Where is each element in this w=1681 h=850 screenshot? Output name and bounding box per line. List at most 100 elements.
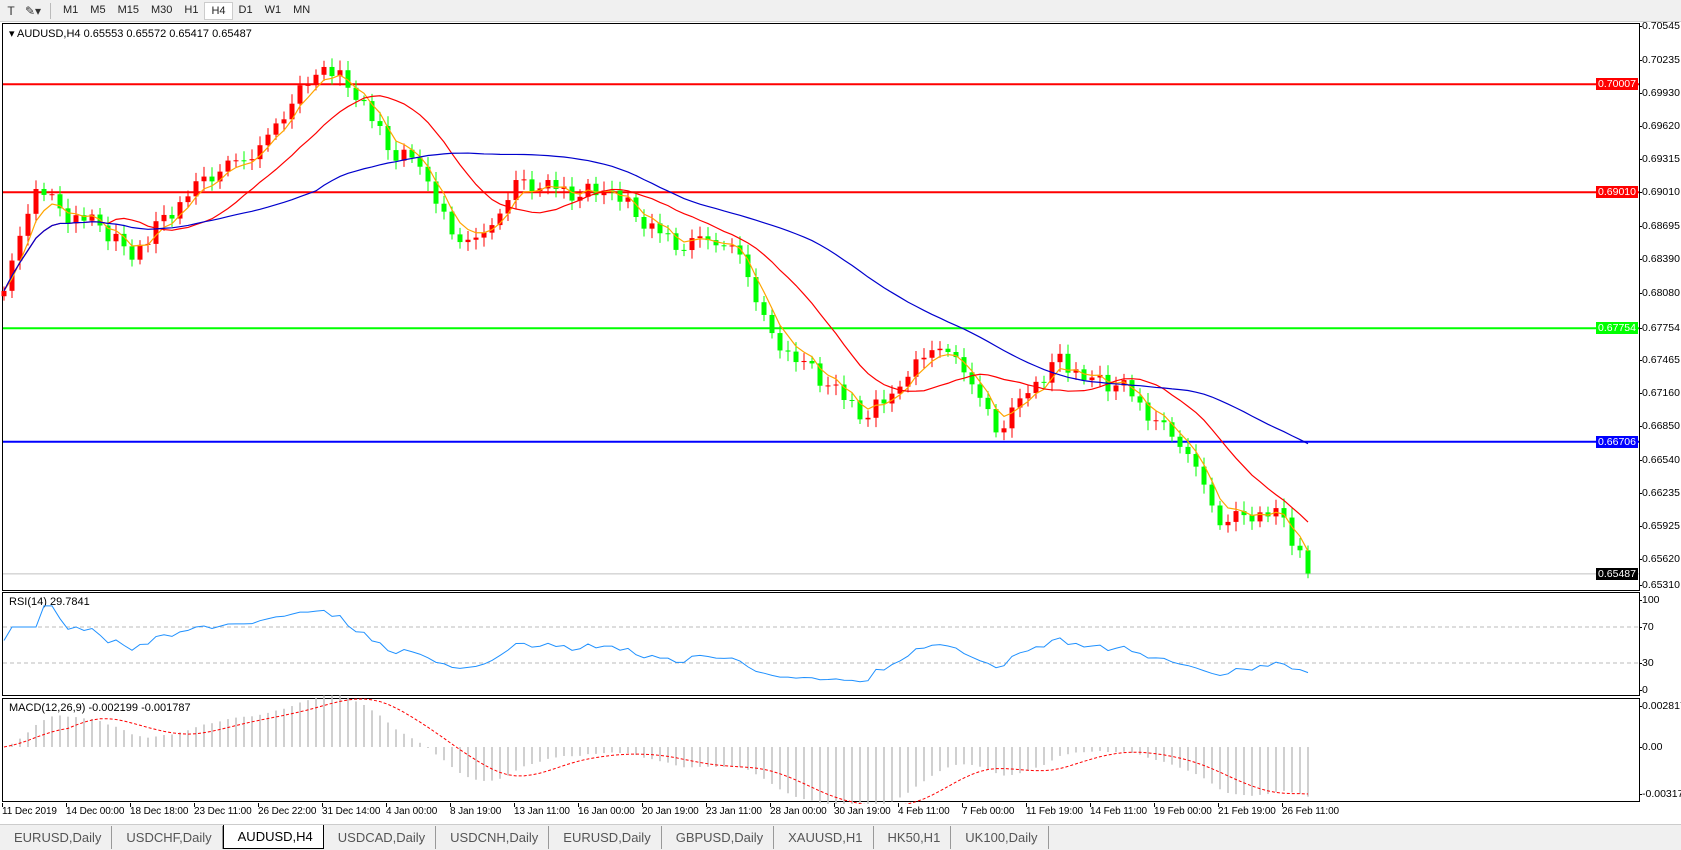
candle-body	[1193, 454, 1199, 467]
candle	[785, 340, 791, 362]
candle	[25, 204, 31, 246]
medium-ma-line	[3, 95, 1309, 523]
candle-body	[1201, 466, 1207, 485]
price-tick-label: 0.66235	[1639, 486, 1680, 499]
candle-body	[1265, 512, 1271, 517]
candle	[209, 167, 215, 191]
candle	[825, 376, 831, 395]
candle-body	[929, 350, 935, 358]
candle	[201, 166, 207, 191]
candle	[849, 393, 855, 408]
timeframe-d1[interactable]: D1	[238, 3, 253, 16]
tab-xauusd-h1[interactable]: XAUUSD,H1	[774, 826, 874, 849]
candle-body	[209, 176, 215, 182]
tab-usdchf-daily[interactable]: USDCHF,Daily	[112, 826, 223, 849]
timeframe-h1[interactable]: H1	[184, 3, 199, 16]
tab-eurusd-daily[interactable]: EURUSD,Daily	[549, 826, 662, 849]
candle-body	[457, 234, 463, 243]
price-tick-label: 0.68695	[1639, 220, 1680, 233]
timeframe-m1[interactable]: M1	[63, 3, 79, 16]
tab-audusd-h4[interactable]: AUDUSD,H4	[222, 825, 324, 849]
slow-ma-line	[3, 152, 1309, 445]
price-axis[interactable]: 0.70545 0.70235 0.69930 0.69620 0.69315 0.690…	[1638, 20, 1681, 804]
candle	[545, 174, 551, 195]
candle	[1001, 420, 1007, 441]
candle-body	[993, 409, 999, 433]
candle-body	[769, 314, 775, 334]
candle-body	[385, 125, 391, 151]
timeframe-w1[interactable]: W1	[264, 3, 282, 16]
candle-body	[1081, 369, 1087, 381]
timeframe-mn[interactable]: MN	[293, 3, 311, 16]
candle-body	[1033, 381, 1039, 394]
time-axis[interactable]: 11 Dec 2019 14 Dec 00:00 18 Dec 18:00 23 De…	[0, 803, 1640, 822]
candle-body	[105, 225, 111, 242]
candle-body	[305, 84, 311, 86]
candle	[697, 226, 703, 248]
candle-body	[873, 399, 879, 418]
timeframe-m5[interactable]: M5	[90, 3, 106, 16]
candle	[1065, 344, 1071, 382]
price-tick-label: 0.69010	[1639, 186, 1680, 199]
tab-uk100-daily[interactable]: UK100,Daily	[951, 826, 1049, 849]
candle-body	[473, 237, 479, 240]
candle-body	[353, 87, 359, 100]
candle-body	[561, 186, 567, 190]
candle	[281, 111, 287, 132]
candle	[881, 389, 887, 414]
candle	[385, 116, 391, 160]
timeframe-h4[interactable]: H4	[204, 1, 233, 20]
macd-label: MACD(12,26,9) -0.002199 -0.001787	[9, 702, 191, 714]
candle	[801, 353, 807, 370]
macd-panel[interactable]: MACD(12,26,9) -0.002199 -0.001787	[2, 698, 1640, 802]
candle-body	[401, 149, 407, 161]
candle	[497, 208, 503, 230]
chart-toolbar: T ✎▾ M1 M5 M15 M30 H1 H4 D1 W1 MN	[0, 0, 1681, 22]
chart-canvas	[1, 58, 1639, 804]
candle	[569, 177, 575, 210]
price-tick-label: 0.69620	[1639, 120, 1680, 133]
candle	[81, 207, 87, 229]
time-tick-label: 23 Jan 11:00	[706, 803, 762, 817]
tab-eurusd-daily[interactable]: EURUSD,Daily	[0, 826, 113, 849]
symbol-ohlc-label: ▾ AUDUSD,H4 0.65553 0.65572 0.65417 0.65…	[9, 28, 252, 40]
candle-body	[201, 176, 207, 182]
chart-tabs: EURUSD,Daily USDCHF,Daily AUDUSD,H4 USDCAD,…	[0, 824, 1681, 850]
candle-body	[33, 188, 39, 214]
candle	[433, 171, 439, 214]
candle	[73, 205, 79, 233]
candle-body	[1177, 436, 1183, 447]
tab-gbpusd-daily[interactable]: GBPUSD,Daily	[662, 826, 775, 849]
tab-usdcad-daily[interactable]: USDCAD,Daily	[324, 826, 437, 849]
candle-body	[249, 159, 255, 161]
price-tick-label: 0.65925	[1639, 520, 1680, 533]
timeframe-m15[interactable]: M15	[117, 3, 139, 16]
tab-hk50-h1[interactable]: HK50,H1	[874, 826, 952, 849]
price-tick-label: 0.70545	[1639, 20, 1680, 32]
candle	[1081, 364, 1087, 385]
candle	[297, 75, 303, 114]
ohlc-text: AUDUSD,H4 0.65553 0.65572 0.65417 0.6548…	[16, 28, 252, 40]
candle-body	[289, 103, 295, 120]
candle	[137, 240, 143, 265]
rsi-tick-label: 30	[1639, 657, 1654, 669]
candle	[1057, 344, 1063, 372]
price-chart-panel[interactable]: ▾ AUDUSD,H4 0.65553 0.65572 0.65417 0.65…	[2, 23, 1640, 591]
candle-body	[777, 333, 783, 351]
candle	[457, 227, 463, 249]
timeframe-m30[interactable]: M30	[150, 3, 173, 16]
shapes-tool-icon[interactable]: ✎▾	[24, 3, 42, 18]
tab-usdcnh-daily[interactable]: USDCNH,Daily	[436, 826, 550, 849]
candle	[937, 341, 943, 358]
text-tool-icon[interactable]: T	[7, 3, 15, 18]
candle-body	[1113, 385, 1119, 392]
candle-body	[921, 357, 927, 360]
candle-body	[1025, 393, 1031, 399]
candle-body	[785, 350, 791, 352]
candle-body	[441, 203, 447, 212]
time-tick-label: 4 Feb 11:00	[898, 803, 950, 817]
candle	[313, 69, 319, 91]
rsi-panel[interactable]: RSI(14) 29.7841	[2, 592, 1640, 696]
candle-body	[1209, 484, 1215, 506]
candle	[561, 176, 567, 199]
